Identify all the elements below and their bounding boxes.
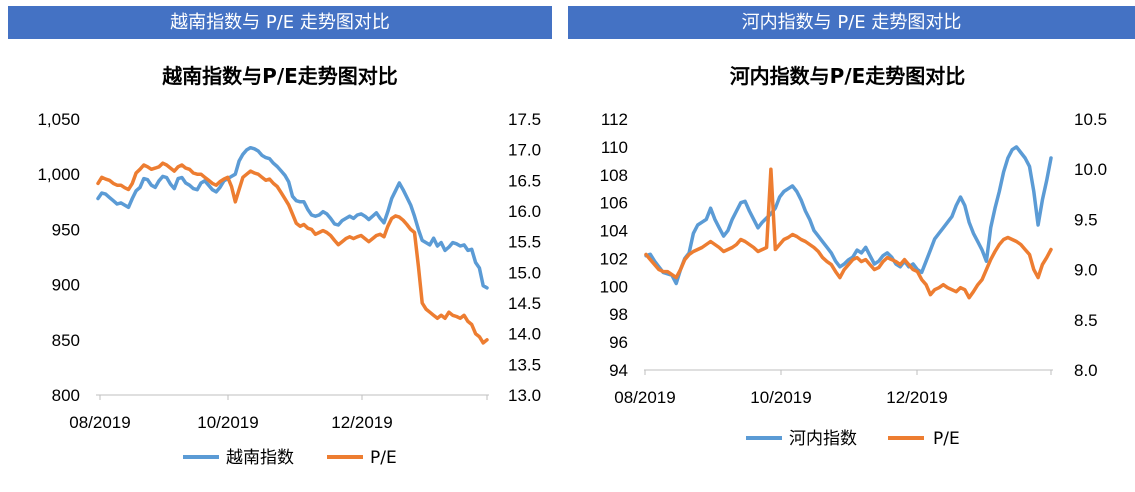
y-left-tick-label: 106: [600, 194, 628, 213]
y-left-tick-label: 1,000: [37, 165, 80, 184]
x-tick-label: 10/2019: [750, 388, 811, 407]
right-chart-panel: 河内指数与 P/E 走势图对比 河内指数与P/E走势图对比 94 96 98 100 1…: [560, 0, 1135, 492]
y-right-tick-label: 14.5: [508, 294, 541, 313]
y-right-tick-label: 8.5: [1074, 311, 1098, 330]
x-tick-label: 10/2019: [197, 413, 258, 432]
right-chart-svg: 94 96 98 100 102 104 106 108 110 112 8.0 8.5 9.0 9.5 1…: [600, 110, 1107, 449]
y-left-tick-label: 1,050: [37, 110, 80, 129]
left-banner: 越南指数与 P/E 走势图对比: [8, 6, 552, 39]
series-line: [96, 145, 489, 290]
y-right-tick-label: 13.0: [508, 386, 541, 405]
right-chart-title: 河内指数与P/E走势图对比: [729, 64, 966, 88]
y-left-tick-label: 850: [52, 331, 80, 350]
y-left-tick-label: 950: [52, 220, 80, 239]
y-right-tick-label: 9.5: [1074, 210, 1098, 229]
y-right-tick-label: 15.5: [508, 233, 541, 252]
y-left-tick-label: 104: [600, 222, 628, 241]
y-left-tick-label: 800: [52, 386, 80, 405]
y-right-tick-label: 17.5: [508, 110, 541, 129]
y-right-tick-label: 10.0: [1074, 160, 1107, 179]
x-tick-label: 08/2019: [69, 413, 130, 432]
y-right-tick-label: 17.0: [508, 141, 541, 160]
y-left-tick-label: 100: [600, 277, 628, 296]
left-chart-svg: 800 850 900 950 1,000 1,050 13.0 13.5 14.0 14.5 15…: [37, 110, 541, 468]
y-right-tick-label: 13.5: [508, 355, 541, 374]
y-left-tick-label: 98: [609, 305, 628, 324]
y-right-tick-label: 16.5: [508, 171, 541, 190]
x-tick-label: 08/2019: [614, 388, 675, 407]
y-right-tick-label: 10.5: [1074, 110, 1107, 129]
legend-label: P/E: [370, 448, 397, 468]
y-left-tick-label: 112: [601, 110, 628, 129]
y-right-tick-label: 8.0: [1074, 361, 1098, 380]
legend-label: P/E: [933, 429, 960, 449]
y-right-tick-label: 14.0: [508, 325, 541, 344]
series-line: [644, 167, 1053, 300]
x-tick-label: 12/2019: [886, 388, 947, 407]
y-left-tick-label: 102: [600, 249, 628, 268]
legend-label: 越南指数: [226, 448, 294, 468]
y-left-tick-label: 94: [609, 361, 628, 380]
y-left-tick-label: 108: [600, 166, 628, 185]
legend-label: 河内指数: [789, 429, 857, 449]
y-right-tick-label: 9.0: [1074, 261, 1098, 280]
left-chart-title: 越南指数与P/E走势图对比: [162, 64, 398, 88]
series-line: [644, 145, 1053, 286]
y-left-tick-label: 96: [609, 333, 628, 352]
y-left-tick-label: 110: [601, 138, 628, 157]
y-right-tick-label: 16.0: [508, 202, 541, 221]
left-chart-panel: 越南指数与 P/E 走势图对比 越南指数与P/E走势图对比 800 850 900 9…: [0, 0, 560, 492]
y-left-tick-label: 900: [52, 276, 80, 295]
y-right-tick-label: 15.0: [508, 263, 541, 282]
series-line: [96, 161, 489, 345]
x-tick-label: 12/2019: [331, 413, 392, 432]
right-banner: 河内指数与 P/E 走势图对比: [568, 6, 1135, 39]
